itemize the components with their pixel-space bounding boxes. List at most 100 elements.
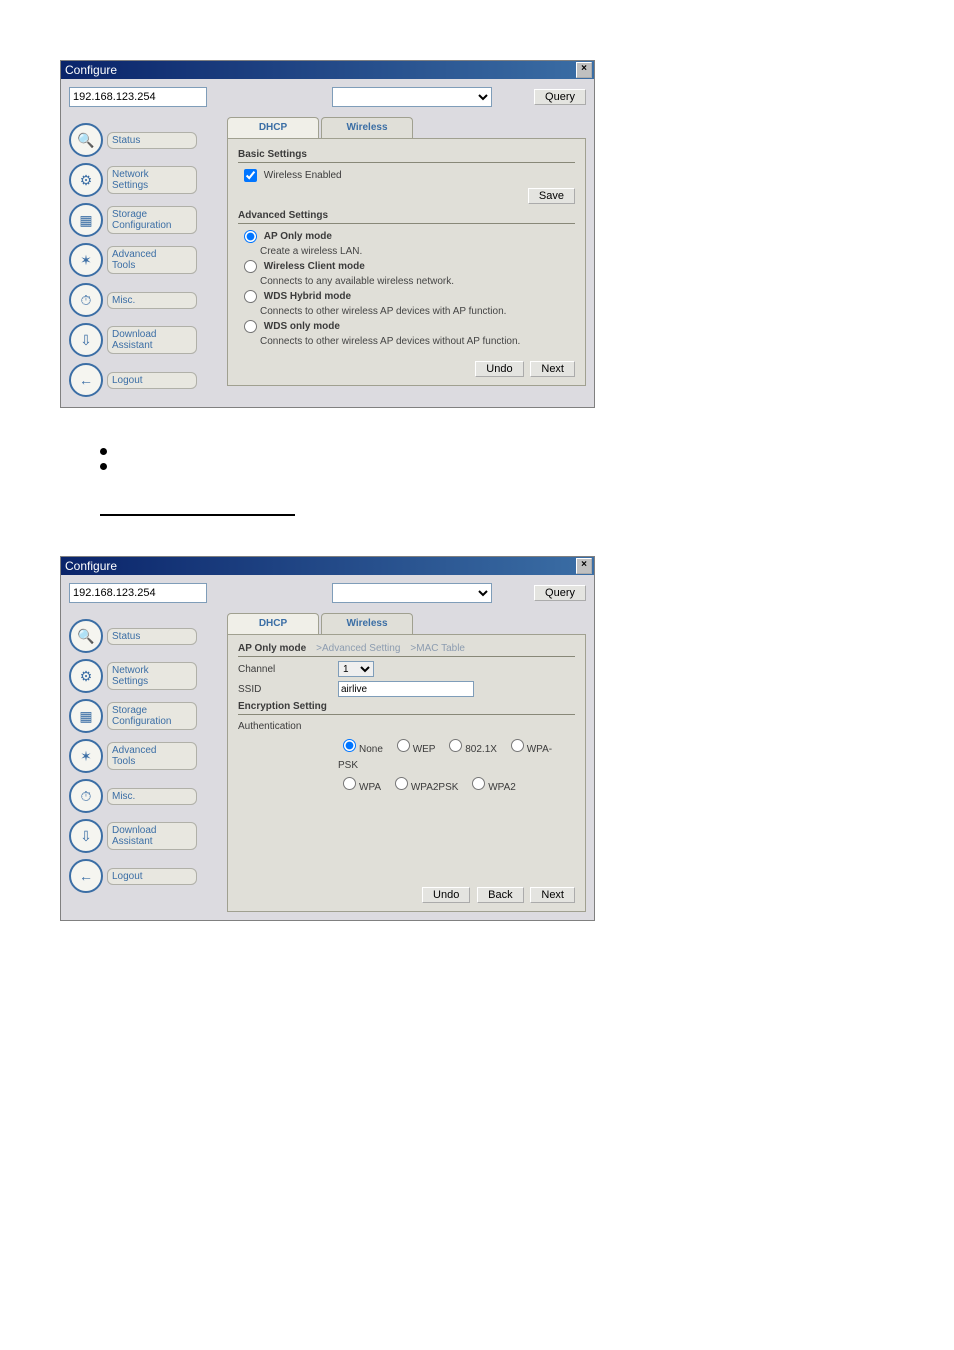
mode-radio-wds-hybrid[interactable] <box>244 290 257 303</box>
sidebar-item-label: DownloadAssistant <box>107 822 197 850</box>
sidebar-item-label: StorageConfiguration <box>107 206 197 234</box>
top-select[interactable] <box>332 87 492 107</box>
wireless-enabled-checkbox[interactable] <box>244 169 257 182</box>
tab-wireless[interactable]: Wireless <box>321 117 413 138</box>
gear-icon: ⚙ <box>69 163 103 197</box>
ap-mode-title-row: AP Only mode >Advanced Setting >MAC Tabl… <box>238 643 575 657</box>
mode-row-3: WDS only mode <box>238 320 575 333</box>
sidebar-item-advanced[interactable]: ✶ AdvancedTools <box>69 739 219 773</box>
grid-icon: ▦ <box>69 203 103 237</box>
page: Configure × Query 🔍 Status ⚙ NetworkSett… <box>0 0 954 921</box>
sidebar-item-misc[interactable]: ⏱ Misc. <box>69 283 219 317</box>
gear-icon: ⚙ <box>69 659 103 693</box>
sidebar-item-network[interactable]: ⚙ NetworkSettings <box>69 659 219 693</box>
channel-select[interactable]: 1 <box>338 661 374 677</box>
sidebar-item-label: AdvancedTools <box>107 742 197 770</box>
auth-option-wep[interactable]: WEP <box>392 744 436 755</box>
sidebar-item-status[interactable]: 🔍 Status <box>69 619 219 653</box>
back-button[interactable]: Back <box>477 887 523 903</box>
sidebar-item-status[interactable]: 🔍 Status <box>69 123 219 157</box>
auth-label: Authentication <box>238 721 338 732</box>
undo-button[interactable]: Undo <box>422 887 470 903</box>
ip-input[interactable] <box>69 87 207 107</box>
undo-button[interactable]: Undo <box>475 361 523 377</box>
save-button[interactable]: Save <box>528 188 575 204</box>
sidebar-item-advanced[interactable]: ✶ AdvancedTools <box>69 243 219 277</box>
auth-radio[interactable] <box>511 739 524 752</box>
mode-label: WDS Hybrid mode <box>264 291 351 302</box>
auth-text: WPA2 <box>488 782 516 793</box>
titlebar: Configure × <box>61 61 594 79</box>
encryption-title: Encryption Setting <box>238 701 575 715</box>
mode-desc: Connects to other wireless AP devices wi… <box>238 306 575 317</box>
auth-radio[interactable] <box>343 739 356 752</box>
mode-radio-client[interactable] <box>244 260 257 273</box>
breadcrumb-mac-table[interactable]: >MAC Table <box>410 643 465 654</box>
breadcrumb-advanced[interactable]: >Advanced Setting <box>316 643 400 654</box>
titlebar: Configure × <box>61 557 594 575</box>
save-row: Save <box>238 188 575 204</box>
auth-option-wpa[interactable]: WPA <box>338 782 381 793</box>
auth-option-wpa2psk[interactable]: WPA2PSK <box>390 782 459 793</box>
download-icon: ⇩ <box>69 819 103 853</box>
configure-window-2: Configure × Query 🔍 Status ⚙ NetworkSett… <box>60 556 595 921</box>
auth-option-none[interactable]: None <box>338 744 383 755</box>
tab-wireless[interactable]: Wireless <box>321 613 413 634</box>
sidebar-item-logout[interactable]: ← Logout <box>69 363 219 397</box>
sidebar-item-label: NetworkSettings <box>107 662 197 690</box>
download-icon: ⇩ <box>69 323 103 357</box>
auth-radio[interactable] <box>449 739 462 752</box>
auth-option-wpa2[interactable]: WPA2 <box>467 782 516 793</box>
sidebar-item-storage[interactable]: ▦ StorageConfiguration <box>69 203 219 237</box>
auth-radio[interactable] <box>395 777 408 790</box>
panel-buttons: Undo Next <box>471 361 575 377</box>
sidebar-item-label: Logout <box>107 372 197 389</box>
sidebar-item-download[interactable]: ⇩ DownloadAssistant <box>69 819 219 853</box>
next-button[interactable]: Next <box>530 361 575 377</box>
mode-row-1: Wireless Client mode <box>238 260 575 273</box>
auth-radio[interactable] <box>343 777 356 790</box>
next-button[interactable]: Next <box>530 887 575 903</box>
wireless-enabled-row: Wireless Enabled <box>238 169 575 182</box>
auth-text: 802.1X <box>465 744 497 755</box>
close-icon[interactable]: × <box>576 558 592 574</box>
tabs: DHCP Wireless <box>227 117 586 138</box>
sidebar-item-label: StorageConfiguration <box>107 702 197 730</box>
window-title: Configure <box>65 559 117 573</box>
sidebar-item-network[interactable]: ⚙ NetworkSettings <box>69 163 219 197</box>
grid-icon: ▦ <box>69 699 103 733</box>
ap-mode-title: AP Only mode <box>238 643 306 654</box>
ssid-input[interactable] <box>338 681 474 697</box>
close-icon[interactable]: × <box>576 62 592 78</box>
auth-radio[interactable] <box>472 777 485 790</box>
sidebar-item-misc[interactable]: ⏱ Misc. <box>69 779 219 813</box>
auth-radio[interactable] <box>397 739 410 752</box>
bullet-list <box>100 448 954 516</box>
auth-text: WEP <box>413 744 436 755</box>
mode-radio-wds-only[interactable] <box>244 320 257 333</box>
query-button[interactable]: Query <box>534 89 586 105</box>
sidebar-item-logout[interactable]: ← Logout <box>69 859 219 893</box>
channel-label: Channel <box>238 664 338 675</box>
advanced-settings-title: Advanced Settings <box>238 210 575 224</box>
mode-desc: Connects to other wireless AP devices wi… <box>238 336 575 347</box>
sidebar-item-download[interactable]: ⇩ DownloadAssistant <box>69 323 219 357</box>
sidebar-item-label: DownloadAssistant <box>107 326 197 354</box>
top-select[interactable] <box>332 583 492 603</box>
auth-option-8021x[interactable]: 802.1X <box>444 744 497 755</box>
channel-row: Channel 1 <box>238 661 575 677</box>
ip-input[interactable] <box>69 583 207 603</box>
tab-dhcp[interactable]: DHCP <box>227 117 319 138</box>
mode-label: AP Only mode <box>264 231 332 242</box>
tab-dhcp[interactable]: DHCP <box>227 613 319 634</box>
panel-ap-only: AP Only mode >Advanced Setting >MAC Tabl… <box>227 634 586 912</box>
query-button[interactable]: Query <box>534 585 586 601</box>
sidebar: 🔍 Status ⚙ NetworkSettings ▦ StorageConf… <box>61 113 223 407</box>
mode-desc: Create a wireless LAN. <box>238 246 575 257</box>
sidebar-item-storage[interactable]: ▦ StorageConfiguration <box>69 699 219 733</box>
panel-wireless: Basic Settings Wireless Enabled Save Adv… <box>227 138 586 386</box>
tabs: DHCP Wireless <box>227 613 586 634</box>
mode-radio-ap-only[interactable] <box>244 230 257 243</box>
star-icon: ✶ <box>69 739 103 773</box>
body-area: 🔍 Status ⚙ NetworkSettings ▦ StorageConf… <box>61 609 594 920</box>
